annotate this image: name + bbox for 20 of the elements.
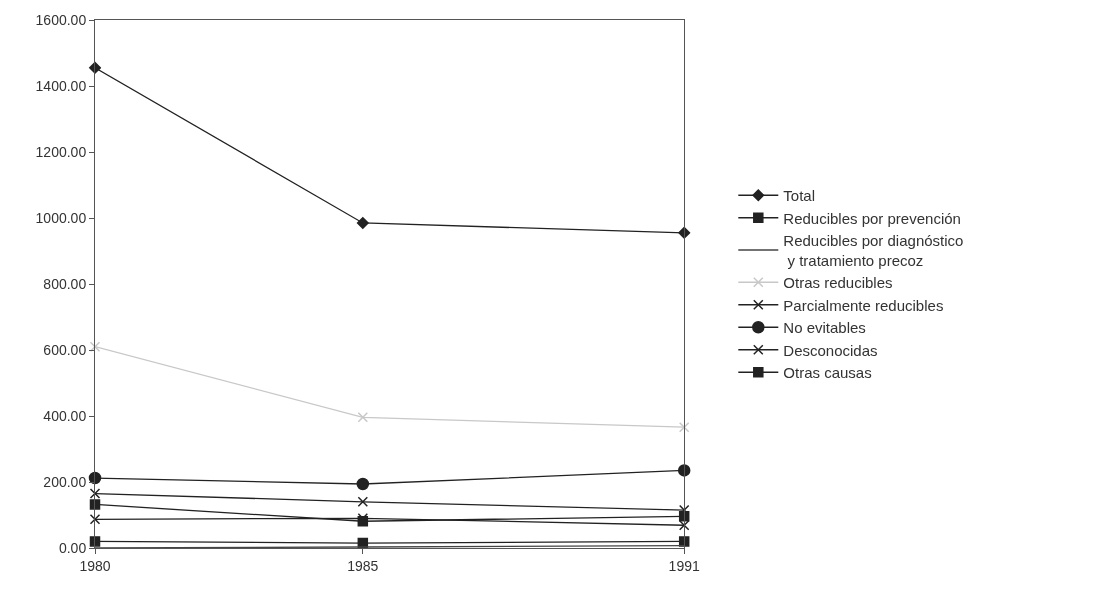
x-tick-label: 1985: [347, 557, 379, 574]
y-tick-label: 1000.00: [35, 209, 87, 226]
y-tick-label: 400.00: [43, 407, 87, 424]
legend-label: Otras reducibles: [783, 274, 893, 292]
legend-label: Reducibles por diagnóstico y tratamiento precoz: [783, 232, 964, 269]
x-tick-label: 1991: [668, 557, 700, 574]
legend-label: No evitables: [783, 319, 866, 337]
y-tick-label: 800.00: [43, 275, 87, 292]
legend-label: Parcialmente reducibles: [783, 296, 944, 314]
y-tick-label: 1400.00: [35, 77, 87, 94]
y-tick-label: 0.00: [58, 539, 87, 556]
x-tick-label: 1980: [79, 557, 111, 574]
legend-label: Total: [783, 187, 815, 205]
y-tick-label: 1600.00: [35, 11, 87, 28]
legend-label: Desconocidas: [783, 341, 878, 359]
y-tick-label: 1200.00: [35, 143, 87, 160]
y-tick-label: 200.00: [43, 473, 87, 490]
y-tick-label: 600.00: [43, 341, 87, 358]
legend-label: Reducibles por prevención: [783, 209, 961, 227]
legend-label: Otras causas: [783, 364, 872, 382]
